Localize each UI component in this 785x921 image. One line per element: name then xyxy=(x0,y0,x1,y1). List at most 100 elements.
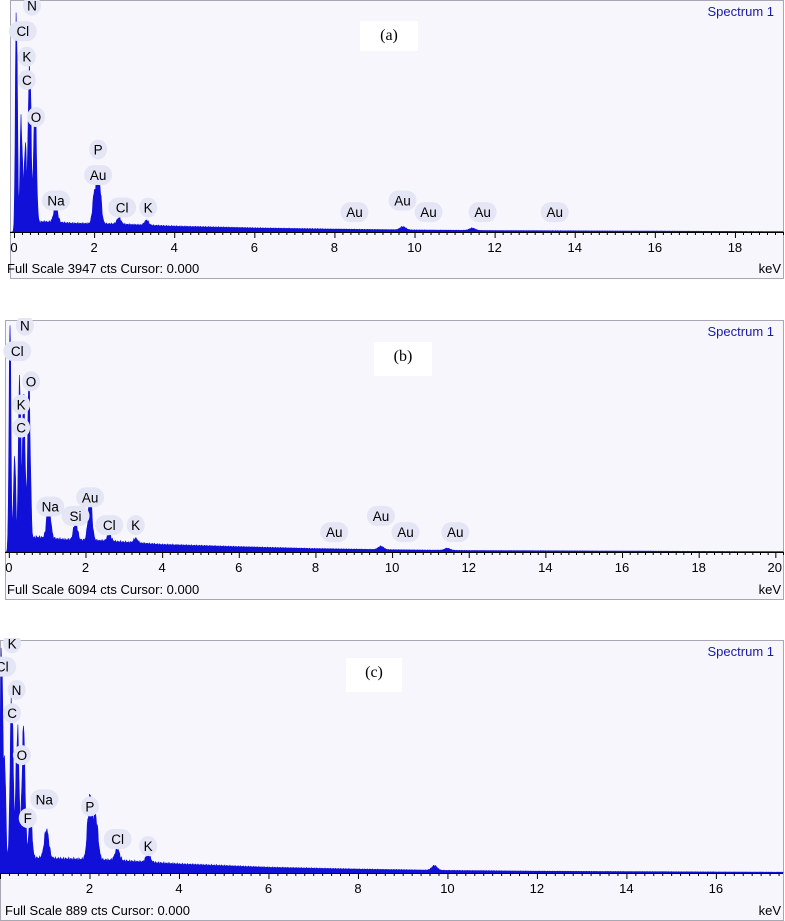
peak-label-bubble xyxy=(3,703,22,724)
peak-label-text: C xyxy=(22,73,32,88)
peak-label-text: Au xyxy=(90,168,107,183)
peak-label: K xyxy=(3,638,22,654)
peak-label-bubble xyxy=(3,638,22,654)
peak-label-bubble xyxy=(23,0,42,16)
peak-label-bubble xyxy=(80,796,99,817)
spectrum-panel-b: 0 2 4 6 8 10 12 14 16 18 20 N Cl O K C Na Si Au Cl K Au Au Au Au… xyxy=(0,318,785,601)
x-tick-label: 18 xyxy=(728,240,742,255)
x-tick-label: 14 xyxy=(619,881,633,896)
peak-label: K xyxy=(126,515,145,536)
panel-label: (a) xyxy=(360,21,418,51)
peak-label-text: K xyxy=(17,397,26,412)
x-tick-label: 10 xyxy=(385,560,399,575)
peak-label: O xyxy=(12,745,31,766)
peak-label-bubble xyxy=(388,190,417,211)
x-tick-label: 6 xyxy=(265,881,272,896)
peak-label-bubble xyxy=(366,505,395,526)
spectrum-trace xyxy=(5,325,784,553)
x-tick-label: 2 xyxy=(86,881,93,896)
peak-label-text: Cl xyxy=(0,660,9,675)
peak-label: P xyxy=(80,796,99,817)
peak-label-text: Cl xyxy=(16,24,29,39)
peak-label-bubble xyxy=(17,46,36,67)
peak-label-bubble xyxy=(12,394,31,415)
x-tick-label: 14 xyxy=(538,560,552,575)
peak-label-text: Au xyxy=(420,205,437,220)
peak-label-bubble xyxy=(126,515,145,536)
peak-label-bubble xyxy=(340,202,369,223)
peak-label: Si xyxy=(61,505,90,526)
peak-label: K xyxy=(12,394,31,415)
peak-label: N xyxy=(7,679,26,700)
peak-label: Au xyxy=(441,522,470,543)
x-tick-label: 8 xyxy=(331,240,338,255)
peak-label: C xyxy=(3,703,22,724)
peak-label-text: N xyxy=(20,319,30,334)
peak-label-text: K xyxy=(131,518,140,533)
spectrum-name: Spectrum 1 xyxy=(708,324,774,339)
peak-label: Au xyxy=(414,202,443,223)
peak-label-bubble xyxy=(89,139,108,160)
x-tick-label: 16 xyxy=(709,881,723,896)
x-tick-label: 4 xyxy=(159,560,166,575)
peak-label-bubble xyxy=(17,69,36,90)
full-scale-footer: Full Scale 6094 cts Cursor: 0.000 xyxy=(7,582,199,597)
full-scale-footer: Full Scale 3947 cts Cursor: 0.000 xyxy=(7,261,199,276)
peak-label-text: Cl xyxy=(116,200,129,215)
peak-label: Cl xyxy=(8,21,37,42)
peak-label-text: Au xyxy=(373,509,390,524)
peak-label: C xyxy=(12,417,31,438)
peak-label: Au xyxy=(76,487,105,508)
x-tick-label: 8 xyxy=(354,881,361,896)
peak-label-text: Cl xyxy=(103,518,116,533)
peak-label-bubble xyxy=(103,829,132,850)
peak-label-bubble xyxy=(108,197,137,218)
peak-label: O xyxy=(27,106,46,127)
peak-label: F xyxy=(18,808,37,829)
x-tick-label: 10 xyxy=(440,881,454,896)
x-unit-label: keV xyxy=(759,903,782,918)
x-tick-label: 12 xyxy=(487,240,501,255)
x-tick-label: 18 xyxy=(691,560,705,575)
x-tick-label: 14 xyxy=(567,240,581,255)
peak-label: Au xyxy=(340,202,369,223)
peak-label-bubble xyxy=(7,679,26,700)
peak-label: Au xyxy=(84,164,113,185)
spectrum-trace xyxy=(0,647,784,874)
peak-label-bubble xyxy=(30,789,59,810)
x-tick-label: 4 xyxy=(175,881,182,896)
peak-label-text: O xyxy=(31,110,42,125)
peak-label: Cl xyxy=(95,515,124,536)
peak-label-bubble xyxy=(95,515,124,536)
peak-label: K xyxy=(139,836,158,857)
peak-label-text: Na xyxy=(47,193,65,208)
x-tick-label: 20 xyxy=(768,560,782,575)
x-tick-label: 0 xyxy=(10,240,17,255)
x-tick-label: 16 xyxy=(648,240,662,255)
peak-label: K xyxy=(139,197,158,218)
peak-label: Cl xyxy=(3,341,32,362)
full-scale-footer: Full Scale 889 cts Cursor: 0.000 xyxy=(5,903,190,918)
peak-label-text: C xyxy=(16,421,26,436)
panel-label: (c) xyxy=(346,658,402,692)
x-tick-label: 6 xyxy=(251,240,258,255)
peak-label: Au xyxy=(388,190,417,211)
peak-label-text: K xyxy=(144,200,153,215)
peak-label: N xyxy=(23,0,42,16)
x-tick-label: 12 xyxy=(530,881,544,896)
peak-label: Au xyxy=(366,505,395,526)
peak-label-bubble xyxy=(12,417,31,438)
peak-label-text: Si xyxy=(70,509,82,524)
x-tick-label: 16 xyxy=(615,560,629,575)
x-unit-label: keV xyxy=(759,261,782,276)
peak-label: C xyxy=(17,69,36,90)
peak-label-text: Au xyxy=(397,525,414,540)
spectrum-name: Spectrum 1 xyxy=(708,4,774,19)
peak-label-bubble xyxy=(540,202,569,223)
peak-label-text: Na xyxy=(42,500,60,515)
peak-label-bubble xyxy=(27,106,46,127)
peak-label: Au xyxy=(540,202,569,223)
peak-label-text: Au xyxy=(326,525,343,540)
peak-label-bubble xyxy=(15,318,34,336)
peak-label-text: Na xyxy=(36,792,54,807)
